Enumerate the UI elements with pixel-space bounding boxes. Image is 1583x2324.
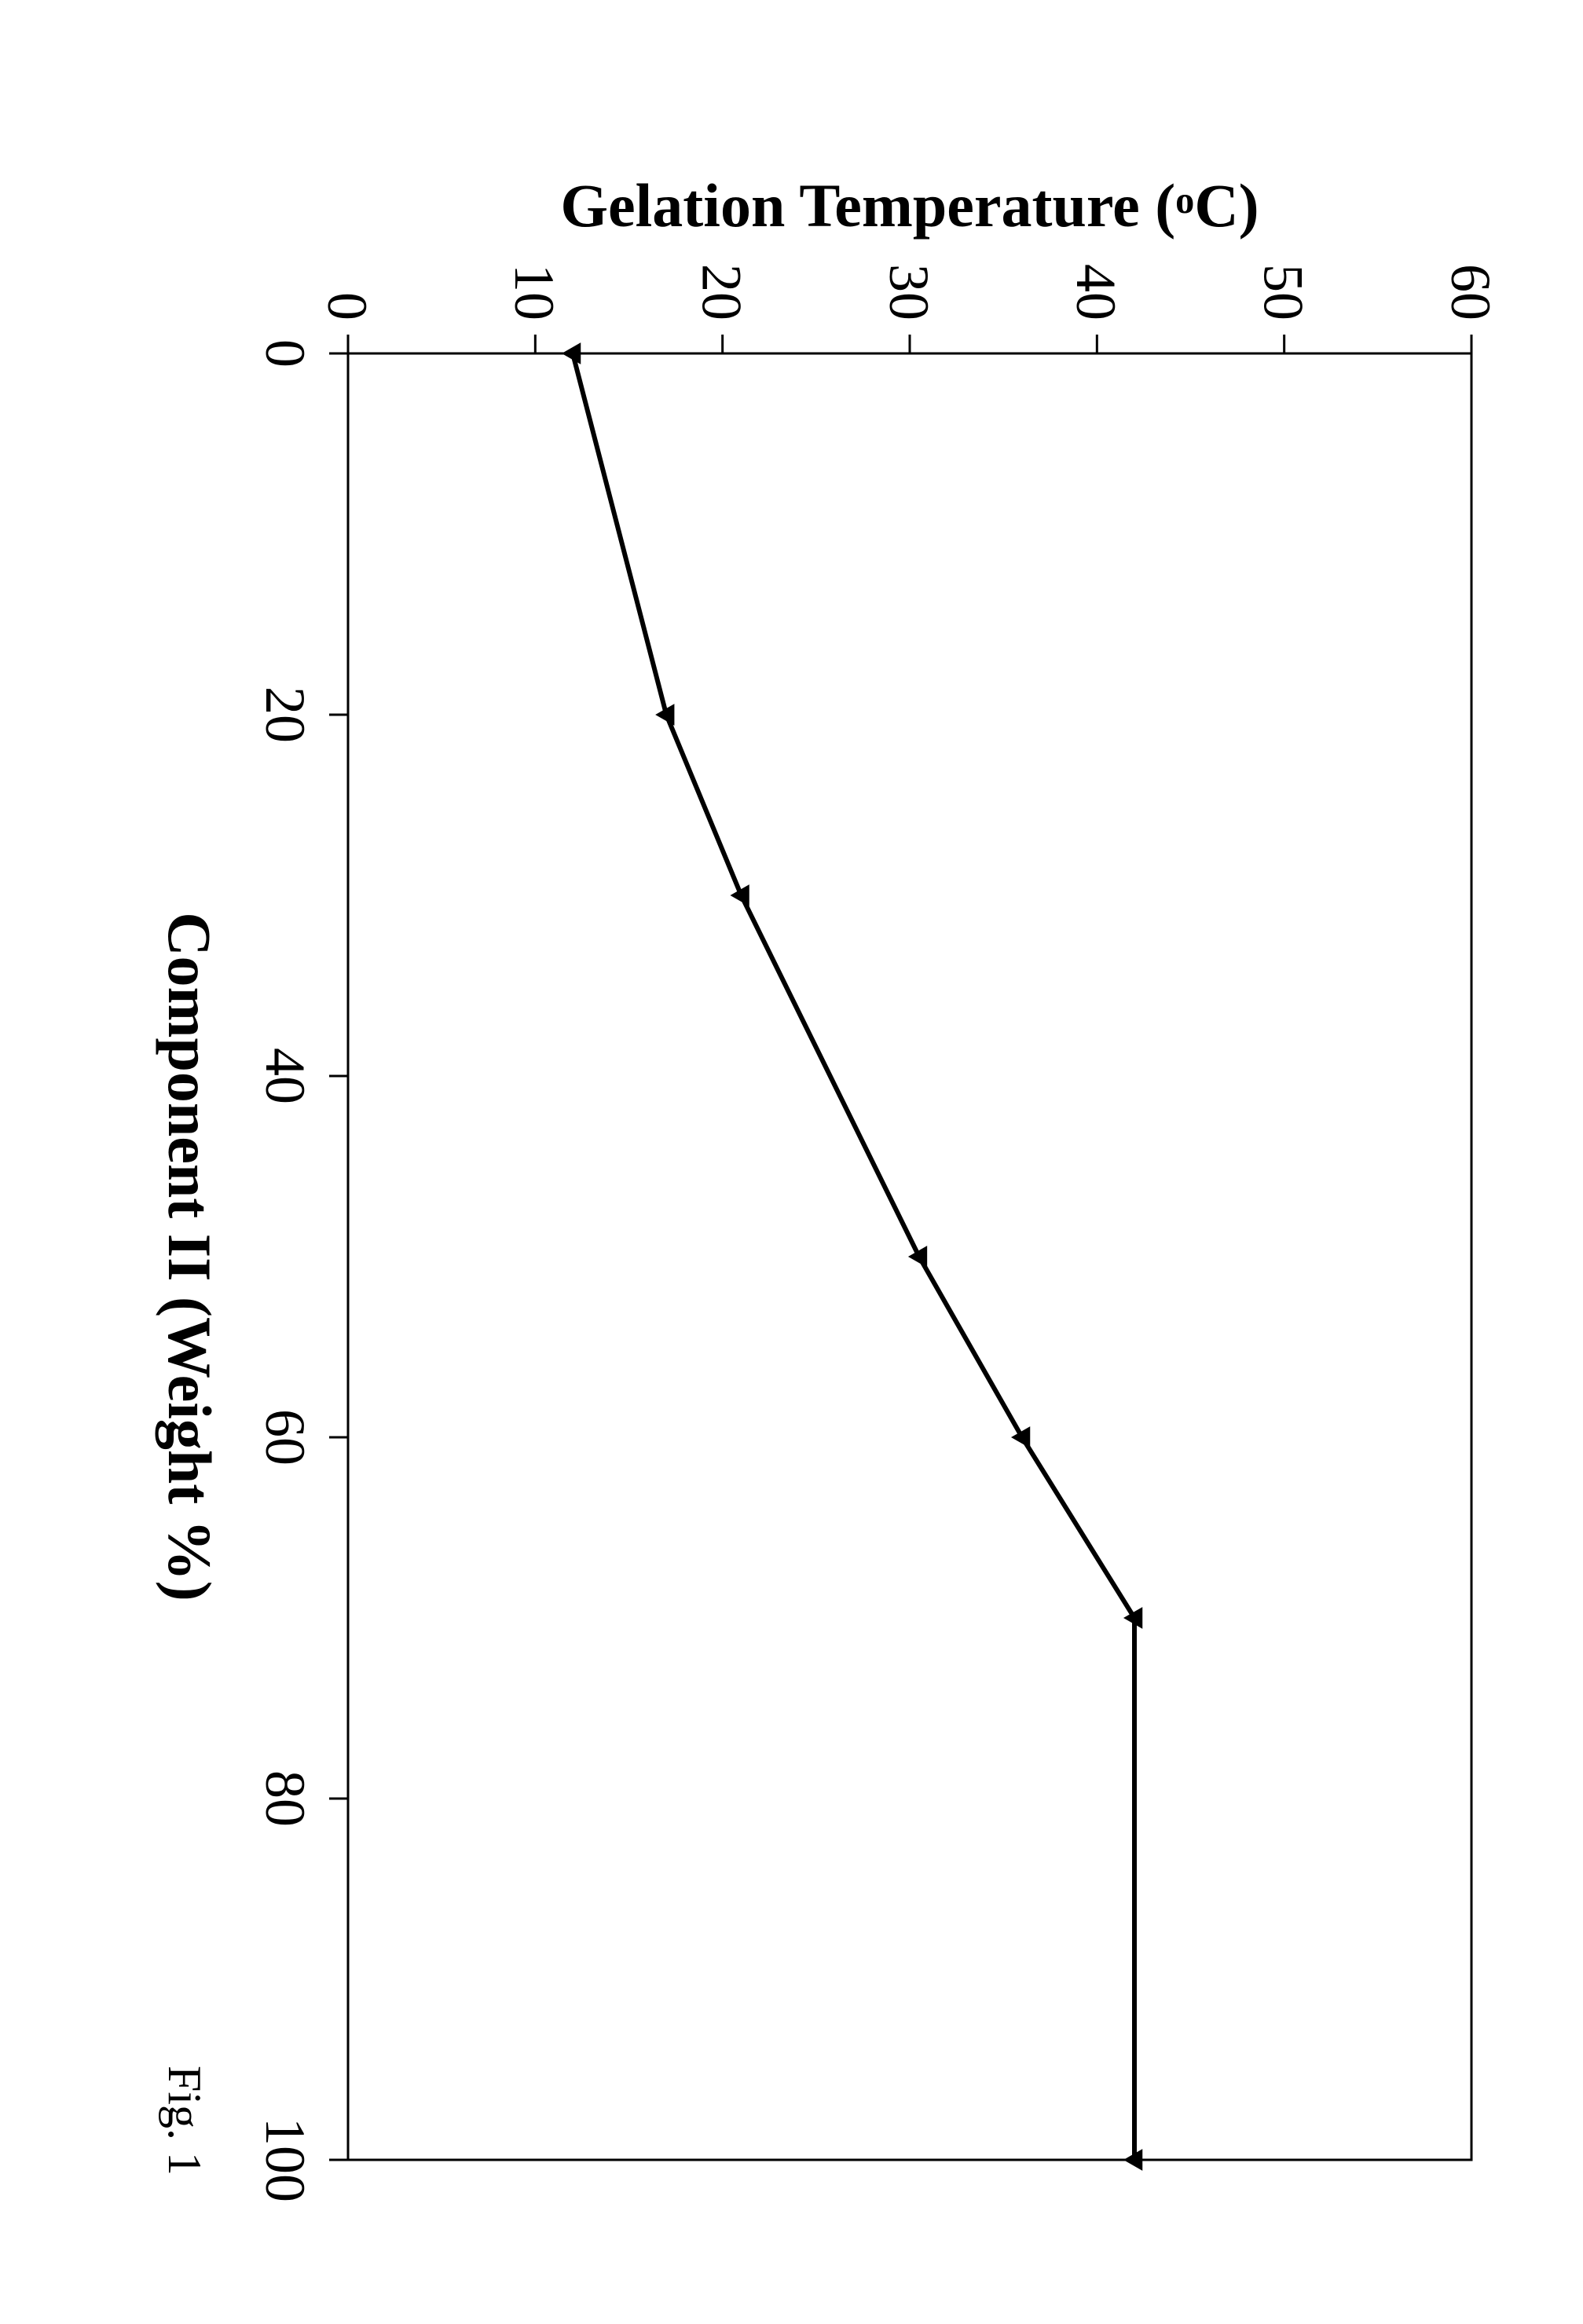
x-tick-label: 80: [254, 1770, 317, 1827]
y-axis-label: Gelation Temperature (oC): [560, 171, 1259, 240]
y-tick-label: 10: [503, 264, 566, 320]
y-tick-label: 50: [1251, 264, 1314, 320]
y-tick-label: 20: [690, 264, 753, 320]
figure-caption: Fig. 1: [159, 2065, 211, 2175]
x-tick-label: 40: [254, 1048, 317, 1104]
y-tick-label: 40: [1064, 264, 1127, 320]
line-chart: 0 20 40 60 80 100 0 10 20 30 40 50 60 Component II (W…: [65, 102, 1519, 2223]
y-tick-label: 0: [315, 292, 378, 320]
figure-container: 0 20 40 60 80 100 0 10 20 30 40 50 60 Component II (W…: [65, 102, 1519, 2223]
x-tick-label: 60: [254, 1409, 317, 1466]
x-tick-label: 20: [254, 686, 317, 743]
y-tick-label: 60: [1438, 264, 1501, 320]
x-axis-label: Component II (Weight %): [156, 912, 224, 1601]
x-tick-label: 0: [254, 339, 317, 368]
x-tick-label: 100: [254, 2117, 317, 2202]
y-tick-label: 30: [877, 264, 940, 320]
